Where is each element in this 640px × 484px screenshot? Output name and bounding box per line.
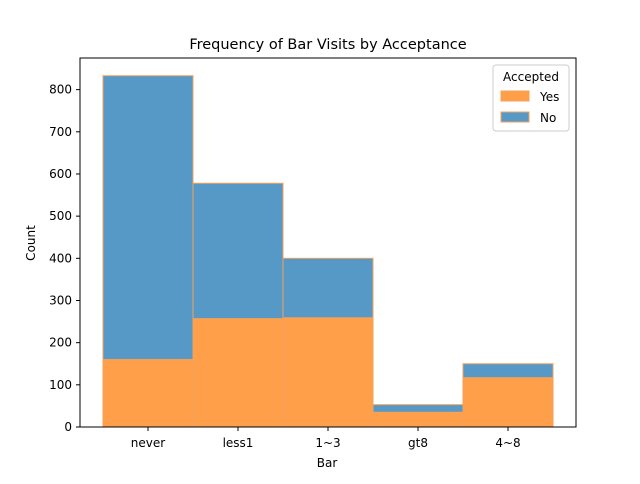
legend-swatch-yes xyxy=(500,90,530,102)
bar-no-1-3-2 xyxy=(282,257,374,319)
y-tick-label-7: 700 xyxy=(49,125,72,139)
x-tick-label-2: 1~3 xyxy=(315,436,340,450)
legend-title: Accepted xyxy=(503,70,559,84)
bar-no-less1-1 xyxy=(192,182,284,320)
x-axis-label: Bar xyxy=(317,456,338,470)
x-tick-label-0: never xyxy=(131,436,165,450)
bars-group xyxy=(102,75,554,428)
y-tick-label-0: 0 xyxy=(64,420,72,434)
legend: Accepted Yes No xyxy=(492,64,570,132)
chart-title: Frequency of Bar Visits by Acceptance xyxy=(189,37,466,53)
x-tick-label-1: less1 xyxy=(223,436,254,450)
y-axis: 0 100 200 300 400 500 600 700 800 xyxy=(49,83,80,434)
x-tick-label-3: gt8 xyxy=(408,436,428,450)
x-tick-label-4: 4~8 xyxy=(495,436,520,450)
bar-yes-less1-1 xyxy=(192,318,284,428)
y-tick-label-2: 200 xyxy=(49,336,72,350)
bar-no-4-8-4 xyxy=(462,363,554,379)
plot-frame xyxy=(79,57,577,428)
legend-swatch-no xyxy=(500,111,530,123)
y-axis-label: Count xyxy=(24,225,38,261)
bar-yes-never-0 xyxy=(102,359,194,428)
bar-no-gt8-3 xyxy=(372,404,464,413)
legend-label-yes: Yes xyxy=(539,90,559,104)
y-tick-label-1: 100 xyxy=(49,378,72,392)
bar-yes-gt8-3 xyxy=(372,411,464,428)
legend-label-no: No xyxy=(540,111,556,125)
y-tick-label-4: 400 xyxy=(49,251,72,265)
x-axis: never less1 1~3 gt8 4~8 xyxy=(131,427,521,450)
bar-yes-4-8-4 xyxy=(462,377,554,428)
y-tick-label-3: 300 xyxy=(49,293,72,307)
y-tick-label-5: 500 xyxy=(49,209,72,223)
y-tick-label-8: 800 xyxy=(49,83,72,97)
bar-no-never-0 xyxy=(102,75,194,361)
y-tick-label-6: 600 xyxy=(49,167,72,181)
bar-yes-1-3-2 xyxy=(282,317,374,428)
